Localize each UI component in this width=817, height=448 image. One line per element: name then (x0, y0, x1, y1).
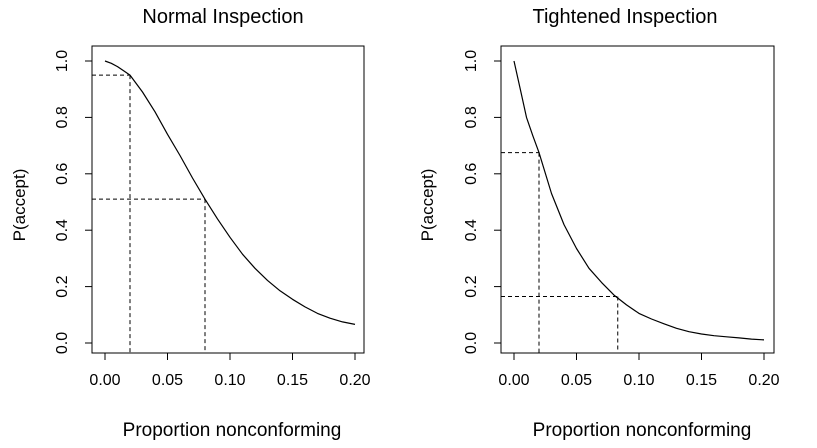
y-tick-label: 0.2 (54, 275, 71, 297)
x-tick-label: 0.05 (152, 372, 183, 389)
y-tick-label: 0.8 (54, 106, 71, 128)
axis-ticks: 0.00 0.05 0.10 0.15 0.20 0.0 0.2 0.4 0.6 0.8 1.0 (463, 50, 780, 389)
y-tick-label: 0.6 (54, 163, 71, 185)
y-tick-label: 0.2 (463, 275, 480, 297)
x-tick-label: 0.05 (561, 372, 592, 389)
reference-lines (92, 74, 206, 353)
y-axis-label: P(accept) (10, 169, 29, 242)
reference-lines (501, 152, 619, 353)
x-tick-label: 0.20 (748, 372, 779, 389)
x-axis-label: Proportion nonconforming (123, 420, 342, 441)
panel-normal-inspection: Normal Inspection 0.00 0.05 0.10 0.15 0.200.… (10, 6, 371, 441)
plot-frame (91, 45, 365, 354)
x-tick-label: 0.15 (686, 372, 717, 389)
y-tick-label: 0.0 (463, 332, 480, 354)
axis-ticks: 0.00 0.05 0.10 0.15 0.20 0.0 0.2 0.4 0.6 0.8 1.0 (54, 50, 371, 389)
x-tick-label: 0.20 (339, 372, 370, 389)
y-axis-label: P(accept) (418, 169, 437, 242)
panel-tightened-inspection: Tightened Inspection 0.00 0.05 0.10 0.15 0.2… (418, 6, 780, 441)
y-tick-label: 1.0 (463, 50, 480, 72)
x-tick-label: 0.00 (498, 372, 529, 389)
y-tick-label: 0.4 (463, 219, 480, 241)
y-tick-label: 0.6 (463, 163, 480, 185)
x-tick-label: 0.15 (277, 372, 308, 389)
x-tick-label: 0.00 (89, 372, 120, 389)
plot-frame (500, 45, 775, 354)
chart-title: Tightened Inspection (533, 6, 718, 28)
chart-title: Normal Inspection (142, 6, 303, 28)
y-tick-label: 0.8 (463, 106, 480, 128)
series-group (104, 60, 356, 325)
x-axis-label: Proportion nonconforming (533, 420, 752, 441)
series-group (513, 60, 765, 341)
x-tick-label: 0.10 (623, 372, 654, 389)
y-tick-label: 0.0 (54, 332, 71, 354)
oc-curve-line (513, 60, 765, 341)
x-tick-label: 0.10 (214, 372, 245, 389)
y-tick-label: 0.4 (54, 219, 71, 241)
y-tick-label: 1.0 (54, 50, 71, 72)
oc-curve-line (104, 60, 356, 325)
